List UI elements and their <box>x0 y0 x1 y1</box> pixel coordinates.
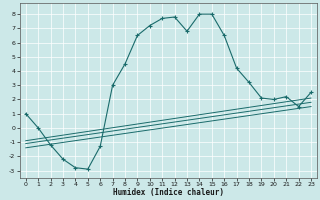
X-axis label: Humidex (Indice chaleur): Humidex (Indice chaleur) <box>113 188 224 197</box>
